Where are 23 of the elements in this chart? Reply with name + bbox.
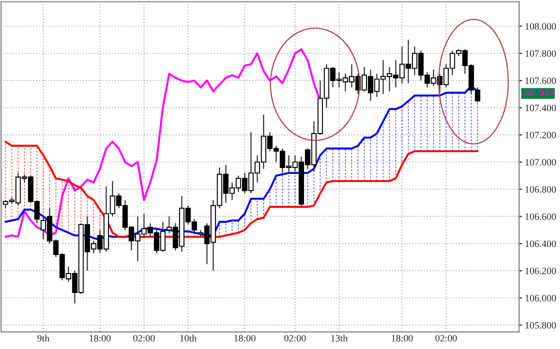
x-tick-label: 18:00 bbox=[234, 334, 256, 342]
y-tick-label: 106.800 bbox=[526, 186, 556, 193]
y-tick-label: 106.400 bbox=[526, 240, 556, 248]
x-tick-label: 02:00 bbox=[435, 334, 457, 342]
x-tick-label: 02:00 bbox=[133, 334, 155, 342]
x-tick-label: 9th bbox=[37, 334, 50, 342]
y-tick-label: 107.000 bbox=[526, 158, 556, 166]
y-tick-label: 107.600 bbox=[526, 77, 556, 84]
line-series bbox=[4, 48, 322, 238]
y-tick-label: 106.600 bbox=[526, 213, 556, 220]
x-tick-label: 18:00 bbox=[90, 334, 111, 342]
y-tick-label: 107.400 bbox=[526, 104, 556, 112]
y-tick-label: 106.200 bbox=[526, 268, 556, 274]
y-tick-label: 107.800 bbox=[526, 50, 556, 57]
y-tick-label: 107.200 bbox=[526, 132, 556, 138]
y-tick-label: 108.000 bbox=[526, 23, 556, 30]
y-tick-label: 106.000 bbox=[526, 294, 556, 302]
x-tick-label: 13th bbox=[331, 334, 348, 342]
y-tick-label: 105.800 bbox=[526, 322, 556, 329]
x-tick-label: 02:00 bbox=[284, 334, 306, 342]
x-tick-label: 10th bbox=[180, 334, 197, 342]
x-tick-label: 18:00 bbox=[392, 334, 413, 342]
text: 107.449 bbox=[523, 89, 554, 96]
